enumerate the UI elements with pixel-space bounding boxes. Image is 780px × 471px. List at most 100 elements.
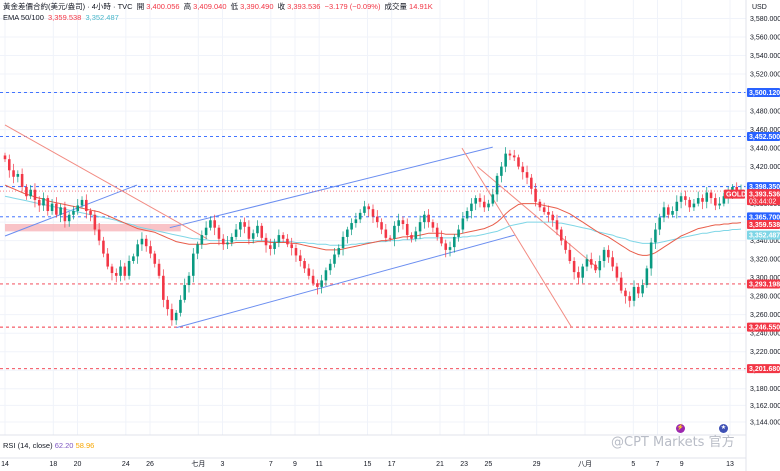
lightning-icon[interactable]: ⚡ bbox=[676, 424, 685, 433]
candle-body bbox=[80, 199, 84, 206]
candle-body bbox=[504, 153, 507, 167]
candle-body bbox=[375, 216, 379, 223]
candle-body bbox=[598, 261, 602, 271]
candle-body bbox=[572, 261, 576, 273]
x-tick-label: 3 bbox=[221, 461, 225, 468]
y-tick-label: 3,480.000 bbox=[750, 109, 780, 116]
y-tick-label: 3,300.000 bbox=[750, 275, 780, 282]
volume-value: 14.91K bbox=[409, 2, 433, 11]
ema-label[interactable]: EMA 50/100 bbox=[3, 13, 44, 22]
us-flag-icon[interactable]: ★ bbox=[719, 424, 728, 433]
candle-body bbox=[209, 220, 212, 228]
level-tag-text: 3,246.550 bbox=[749, 325, 780, 332]
candle-body bbox=[538, 201, 542, 208]
candle-body bbox=[679, 196, 683, 202]
candle-body bbox=[324, 270, 328, 281]
level-tag-bg bbox=[747, 132, 780, 142]
candle-body bbox=[414, 231, 418, 239]
level-tag: 3,398.350 bbox=[747, 182, 780, 192]
level-tag-bg bbox=[747, 212, 780, 222]
currency-label: USD bbox=[752, 4, 767, 11]
current-price-text: 3,393.536 bbox=[749, 192, 780, 199]
y-tick-label: 3,220.000 bbox=[750, 349, 780, 356]
level-tag-bg bbox=[747, 364, 780, 374]
x-tick-label: 23 bbox=[460, 461, 468, 468]
candle-body bbox=[530, 177, 533, 189]
candle-body bbox=[157, 263, 161, 276]
candle-body bbox=[405, 223, 409, 236]
candle-body bbox=[298, 255, 302, 261]
candle-body bbox=[273, 242, 276, 249]
candle-body bbox=[654, 229, 657, 243]
level-tag: 3,246.550 bbox=[747, 322, 780, 332]
candle-body bbox=[534, 188, 537, 202]
candle-body bbox=[217, 227, 221, 239]
chart-header-line1: 黃金差價合約(美元/盎司) · 4小時 · TVC 開 3,400.056 高 3,… bbox=[3, 2, 435, 12]
candle-body bbox=[110, 266, 114, 274]
x-tick-label: 17 bbox=[388, 461, 396, 468]
y-tick-label: 3,420.000 bbox=[750, 164, 780, 171]
candle-body bbox=[204, 227, 208, 236]
low-label: 低 bbox=[230, 2, 239, 11]
x-tick-label: 21 bbox=[436, 461, 444, 468]
volume-label: 成交量 bbox=[384, 2, 408, 11]
rsi-legend[interactable]: RSI (14, close) 62.20 58.96 bbox=[3, 441, 94, 450]
y-tick-label: 3,560.000 bbox=[750, 35, 780, 42]
symbol-title[interactable]: 黃金差價合約(美元/盎司) · 4小時 · TVC bbox=[3, 2, 133, 11]
candle-body bbox=[123, 266, 127, 276]
x-tick-label: 9 bbox=[680, 461, 684, 468]
channel-lower bbox=[176, 234, 515, 329]
rsi-value-1: 62.20 bbox=[54, 441, 74, 450]
candle-body bbox=[102, 240, 105, 254]
candle-body bbox=[162, 275, 165, 300]
candle-body bbox=[153, 253, 157, 264]
candle-body bbox=[281, 235, 285, 239]
candle-body bbox=[431, 222, 435, 228]
candle-body bbox=[358, 212, 362, 220]
level-tag: 3,365.700 bbox=[747, 212, 780, 222]
ema100-tag-text: 3,352.487 bbox=[749, 233, 780, 240]
candle-body bbox=[328, 263, 332, 271]
candle-body bbox=[191, 253, 195, 276]
candle-body bbox=[213, 220, 216, 228]
candle-body bbox=[577, 272, 580, 278]
x-tick-label: 5 bbox=[631, 461, 635, 468]
symbol-tag-bg bbox=[724, 189, 745, 199]
change-value: −3.179 (−0.09%) bbox=[324, 2, 381, 11]
candle-body bbox=[93, 214, 97, 230]
candle-body bbox=[444, 243, 448, 250]
candle-body bbox=[525, 172, 529, 178]
candle-body bbox=[119, 266, 122, 276]
y-tick-label: 3,280.000 bbox=[750, 294, 780, 301]
candle-body bbox=[234, 229, 238, 237]
candle-body bbox=[63, 207, 67, 222]
candle-body bbox=[461, 218, 465, 230]
candle-body bbox=[410, 235, 413, 239]
ema50-line bbox=[4, 184, 742, 256]
candle-body bbox=[127, 261, 131, 276]
candle-body bbox=[688, 199, 691, 208]
candle-body bbox=[701, 198, 704, 202]
candle-body bbox=[594, 264, 597, 271]
candle-body bbox=[521, 166, 525, 173]
candle-body bbox=[722, 196, 726, 204]
candle-body bbox=[457, 229, 460, 237]
candle-body bbox=[72, 211, 75, 215]
candle-body bbox=[59, 207, 62, 215]
x-tick-label: 七月 bbox=[191, 459, 205, 468]
candle-body bbox=[675, 201, 679, 212]
candle-body bbox=[187, 275, 191, 286]
candle-body bbox=[384, 229, 388, 238]
candle-body bbox=[354, 219, 358, 224]
candle-body bbox=[12, 170, 15, 177]
candle-body bbox=[97, 229, 101, 241]
y-tick-label: 3,260.000 bbox=[750, 312, 780, 319]
candle-body bbox=[611, 257, 614, 267]
level-tag-text: 3,365.700 bbox=[749, 214, 780, 221]
level-tag-text: 3,500.120 bbox=[749, 90, 780, 97]
candle-body bbox=[239, 222, 242, 230]
candle-body bbox=[320, 280, 323, 287]
close-label: 收 bbox=[277, 2, 286, 11]
